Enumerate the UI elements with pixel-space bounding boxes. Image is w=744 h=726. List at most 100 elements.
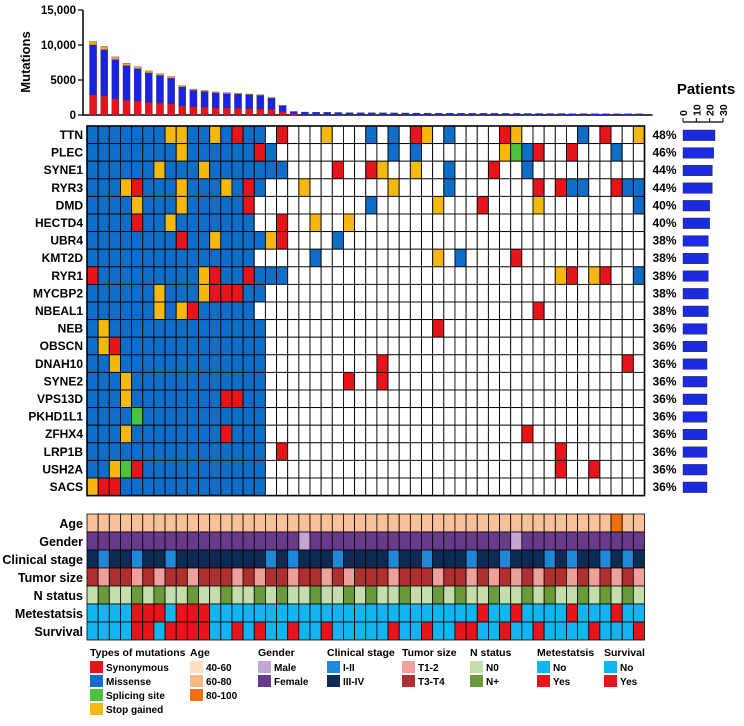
clinical-cell (387, 549, 400, 569)
mutation-cell (175, 266, 188, 285)
mutation-cell (487, 178, 500, 197)
mutation-cell (365, 283, 378, 303)
clinical-cell (487, 513, 500, 533)
mutation-bar (624, 113, 633, 116)
mutation-cell (343, 389, 356, 409)
mutation-cell (543, 442, 556, 461)
mutation-cell (164, 231, 177, 250)
mutation-cell (175, 125, 188, 145)
mutation-cell (331, 266, 344, 285)
clinical-cell (287, 549, 300, 569)
mutation-cell (331, 407, 344, 426)
clinical-cell (287, 603, 300, 623)
clinical-cell (209, 567, 222, 587)
mutation-cell (309, 459, 322, 479)
mutation-cell (577, 143, 590, 162)
clinical-cell (298, 549, 311, 569)
clinical-cell (476, 603, 489, 623)
clinical-cell (365, 549, 378, 569)
mutation-cell (253, 195, 266, 215)
mutation-bar (211, 91, 220, 94)
mutation-cell (566, 424, 579, 444)
mutation-cell (86, 213, 99, 233)
mutation-cell (153, 231, 166, 250)
mutation-cell (521, 283, 534, 303)
mutation-cell (320, 459, 333, 479)
clinical-cell (621, 531, 634, 551)
mutation-cell (108, 143, 121, 162)
mutation-cell (577, 477, 590, 497)
clinical-cell (287, 585, 300, 605)
mutation-bar (301, 111, 309, 116)
mutation-cell (131, 477, 144, 497)
mutation-cell (454, 266, 467, 285)
legend-label: N0 (486, 663, 499, 674)
clinical-cell (398, 621, 411, 641)
mutation-cell (365, 477, 378, 497)
mutation-cell (476, 266, 489, 285)
clinical-cell (443, 567, 456, 587)
mutation-cell (253, 319, 266, 338)
mutation-cell (298, 283, 311, 303)
clinical-cell (554, 603, 567, 623)
mutation-cell (499, 389, 512, 409)
mutation-cell (276, 143, 289, 162)
mutation-cell (443, 160, 456, 180)
mutation-cell (131, 389, 144, 409)
mutation-cell (365, 266, 378, 285)
mutation-cell (331, 442, 344, 461)
clinical-cell (588, 585, 601, 605)
mutation-cell (97, 319, 110, 338)
mutation-cell (86, 459, 99, 479)
mutation-cell (532, 371, 545, 391)
mutation-cell (521, 407, 534, 426)
mutation-cell (476, 389, 489, 409)
mutation-cell (632, 407, 645, 426)
mutation-cell (242, 407, 255, 426)
mutation-cell (510, 459, 523, 479)
mutation-cell (309, 336, 322, 356)
mutation-bar (468, 113, 476, 116)
mutation-cell (186, 459, 199, 479)
mutation-cell (186, 301, 199, 321)
mutation-cell (276, 336, 289, 356)
clinical-cell (264, 531, 277, 551)
clinical-cell (253, 549, 266, 569)
mutation-cell (454, 442, 467, 461)
mutation-cell (298, 178, 311, 197)
mutation-cell (499, 407, 512, 426)
clinical-cell (521, 567, 534, 587)
mutation-cell (253, 354, 266, 373)
mutation-bar (167, 103, 175, 116)
mutation-cell (554, 371, 567, 391)
mutation-cell (354, 389, 367, 409)
mutation-cell (599, 301, 612, 321)
clinical-cell (454, 513, 467, 533)
clinical-cell (376, 549, 389, 569)
mutation-cell (532, 195, 545, 215)
mutation-cell (421, 424, 434, 444)
mutation-cell (119, 336, 133, 356)
clinical-cell (588, 621, 601, 641)
mutation-cell (354, 231, 367, 250)
legend-title: Age (190, 647, 210, 659)
mutation-cell (487, 477, 500, 497)
clinical-cell (543, 513, 556, 533)
mutation-cell (331, 371, 344, 391)
mutation-cell (220, 143, 233, 162)
clinical-cell (354, 621, 367, 641)
mutation-cell (276, 231, 289, 250)
mutation-cell (164, 283, 177, 303)
mutation-cell (253, 424, 266, 444)
mutation-cell (632, 354, 645, 373)
mutation-cell (153, 143, 166, 162)
mutation-cell (253, 389, 266, 409)
clinical-cell (276, 621, 289, 641)
mutation-bar (189, 90, 198, 107)
clinical-cell (97, 513, 110, 533)
mutation-cell (487, 195, 500, 215)
mutation-cell (242, 125, 255, 145)
mutation-cell (454, 160, 467, 180)
mutation-cell (521, 371, 534, 391)
mutation-cell (108, 459, 121, 479)
